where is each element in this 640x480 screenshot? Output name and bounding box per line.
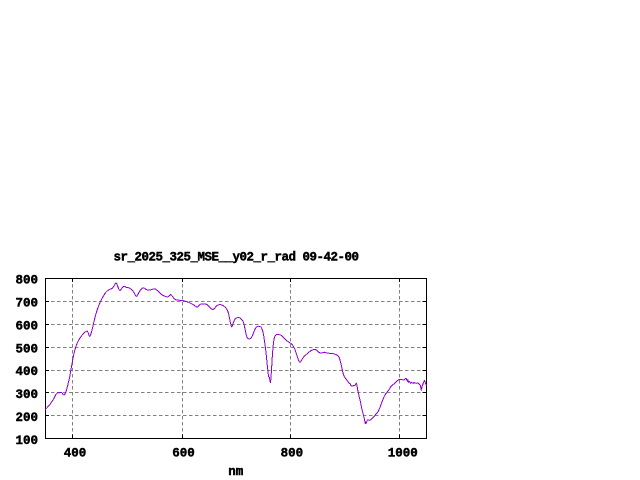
svg-text:200: 200	[15, 411, 38, 425]
svg-text:nm: nm	[228, 465, 244, 479]
svg-text:400: 400	[64, 446, 87, 460]
svg-text:800: 800	[281, 446, 304, 460]
svg-text:600: 600	[15, 319, 38, 333]
svg-text:500: 500	[15, 342, 38, 356]
svg-text:100: 100	[15, 434, 38, 448]
svg-text:800: 800	[15, 274, 38, 288]
svg-text:600: 600	[172, 446, 195, 460]
svg-text:700: 700	[15, 297, 38, 311]
svg-text:1000: 1000	[388, 446, 418, 460]
svg-text:400: 400	[15, 365, 38, 379]
svg-text:300: 300	[15, 388, 38, 402]
svg-text:sr_2025_325_MSE__y02_r_rad 09-: sr_2025_325_MSE__y02_r_rad 09-42-00	[113, 251, 358, 265]
